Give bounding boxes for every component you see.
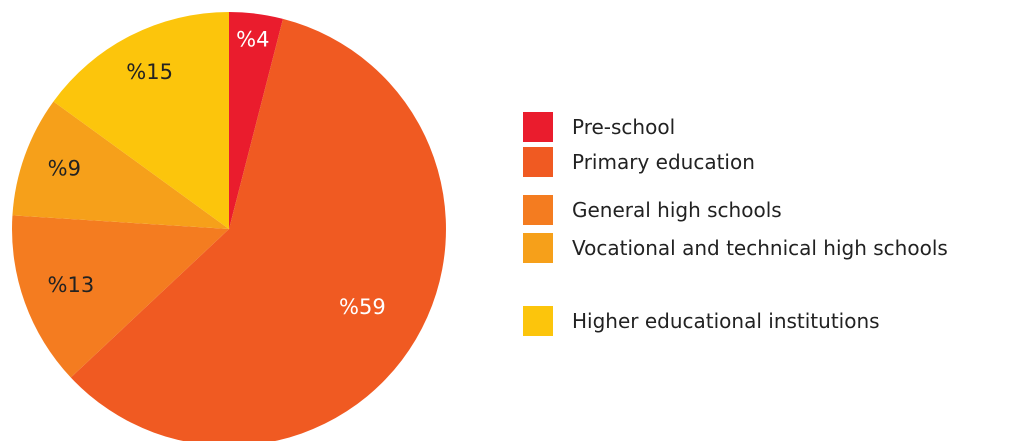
legend-swatch-vocational-technical-high-schools: [523, 233, 553, 263]
pie-slice-primary-education: [70, 18, 446, 441]
pie-slice-pre-school: [229, 12, 283, 229]
pie-slice-higher-educational-institutions: [53, 11, 229, 229]
legend-swatch-pre-school: [523, 112, 553, 142]
chart-legend: Pre-school Primary education General hig…: [523, 112, 1023, 342]
pie-label-general-high-schools: %13: [48, 273, 95, 297]
pie-label-higher-educational-institutions: %15: [126, 60, 173, 84]
pie-label-primary-education: %59: [339, 295, 386, 319]
legend-label-higher-educational-institutions: Higher educational institutions: [572, 309, 880, 333]
pie-slices: [12, 11, 446, 441]
legend-label-general-high-schools: General high schools: [572, 198, 782, 222]
legend-label-pre-school: Pre-school: [572, 115, 676, 139]
pie-label-pre-school: %4: [236, 28, 269, 52]
pie-slice-labels: %4 %59 %13 %9 %15: [48, 28, 386, 319]
legend-item-pre-school: Pre-school: [523, 112, 675, 142]
legend-item-primary-education: Primary education: [523, 147, 755, 177]
legend-item-higher-educational-institutions: Higher educational institutions: [523, 306, 880, 336]
pie-slice-general-high-schools: [12, 215, 229, 378]
legend-label-vocational-technical-high-schools: Vocational and technical high schools: [572, 236, 948, 260]
legend-label-primary-education: Primary education: [572, 150, 755, 174]
pie-slice-vocational-technical-high-schools: [12, 101, 230, 229]
pie-label-vocational-technical-high-schools: %9: [48, 157, 81, 181]
legend-swatch-higher-educational-institutions: [523, 306, 553, 336]
legend-swatch-general-high-schools: [523, 195, 553, 225]
legend-item-general-high-schools: General high schools: [523, 195, 782, 225]
legend-item-vocational-technical-high-schools: Vocational and technical high schools: [523, 233, 948, 263]
pie-chart: %4 %59 %13 %9 %15: [12, 11, 446, 441]
legend-swatch-primary-education: [523, 147, 553, 177]
